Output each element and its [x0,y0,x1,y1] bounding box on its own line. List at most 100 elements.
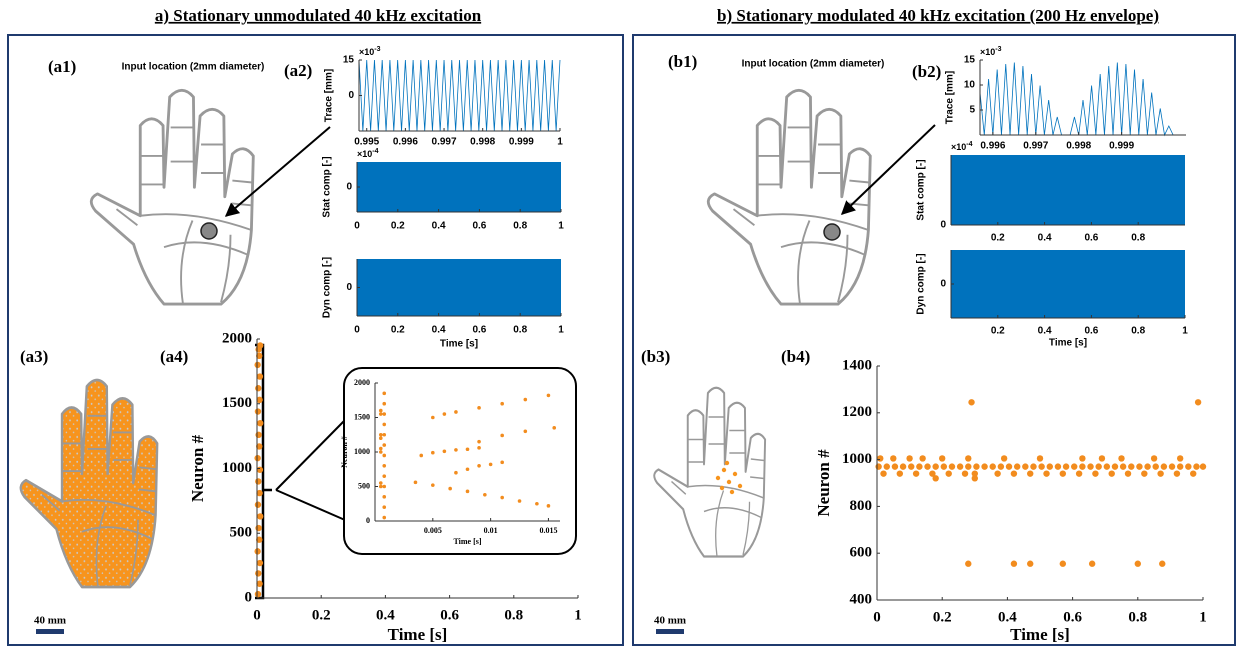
spike-point [524,398,528,402]
page: a) Stationary unmodulated 40 kHz excitat… [0,0,1239,648]
x-tick-label: 1 [557,137,563,148]
spike-point [535,502,539,506]
scale-bar [36,629,64,634]
section-title: a) Stationary unmodulated 40 kHz excitat… [155,6,482,25]
subplot: 000.20.40.60.81Dyn comp [-]Time [s] [322,257,565,350]
spike-point [1030,463,1036,469]
spike-point [968,399,974,405]
x-tick-label: 0.6 [1084,233,1098,244]
spike-point [932,475,938,481]
x-tick-label: 0.995 [354,137,379,148]
spike-point [382,495,386,499]
x-tick-label: 0.8 [513,325,527,336]
trace-line [359,60,560,131]
spike-point [1076,470,1082,476]
spike-point [443,450,447,454]
scale-bar [656,629,684,634]
spike-point [1095,463,1101,469]
y-tick-label: 1000 [222,460,252,476]
spike-point [431,483,435,487]
spike-point [382,474,386,478]
spike-point [379,447,383,451]
spike-point [880,470,886,476]
spike-point [431,451,435,455]
x-tick-label: 0.8 [1131,233,1145,244]
exponent-power: -3 [995,46,1001,53]
x-tick-label: 0.997 [1023,141,1048,152]
axis-exponent: ×10-3 [980,46,1002,58]
spike-point [1125,470,1131,476]
spike-point [454,471,458,475]
spike-point [1011,470,1017,476]
spike-point [419,454,423,458]
spike-point [1185,463,1191,469]
spike-point [255,432,261,438]
spike-point [382,516,386,520]
spike-point [916,463,922,469]
x-tick-label: 0.2 [933,609,952,625]
exponent-base: ×10 [951,142,966,152]
spike-point [477,464,481,468]
spike-point [454,410,458,414]
x-tick-label: 1 [1182,326,1188,337]
y-tick-label: 0 [348,90,354,101]
signal-band [357,162,561,212]
spike-point [1177,463,1183,469]
signal-band [357,259,561,316]
spike-point [379,433,383,437]
y-axis-label: Dyn comp [-] [916,253,927,314]
spike-point [379,485,383,489]
section-title: b) Stationary modulated 40 kHz excitatio… [717,6,1159,25]
spike-point [255,502,261,508]
x-tick-label: 1 [1199,609,1207,625]
x-tick-label: 0.6 [472,221,486,232]
spike-point [1087,463,1093,469]
spike-point [382,412,386,416]
input-location [824,224,840,240]
scale-label: 40 mm [654,615,686,627]
spike-point [1128,463,1134,469]
y-tick-label: 1400 [842,357,872,373]
spike-point [1089,561,1095,567]
y-axis-label: Trace [mm] [945,71,956,124]
spike-point [1120,463,1126,469]
y-tick-label: 0 [346,182,352,193]
spike-point [1109,470,1115,476]
subplot: 00.20.40.60.8Stat comp [-]×10-4 [916,141,1185,244]
spike-point [454,448,458,452]
x-tick-label: 0.8 [504,607,523,623]
spike-point [1141,470,1147,476]
x-tick-label: 0.4 [432,221,446,232]
x-tick-label: 0.2 [312,607,331,623]
x-tick-label: 0.01 [484,526,498,535]
spike-point [924,463,930,469]
spike-point [1135,561,1141,567]
spike-point [255,591,261,597]
spike-point [1060,470,1066,476]
y-axis-label: Neuron # [340,436,349,468]
y-tick-label: 500 [230,525,253,541]
spike-point [255,570,261,576]
panel-label: (b3) [641,347,670,366]
spike-point [257,513,263,519]
spike-point [965,455,971,461]
spike-point [382,454,386,458]
spike-point [1195,399,1201,405]
spike-point [255,408,261,414]
x-tick-label: 0.8 [513,221,527,232]
spike-point [906,455,912,461]
y-axis-label: Neuron # [188,434,207,502]
y-tick-label: 1500 [354,412,370,421]
x-axis-label: Time [s] [388,625,448,644]
spike-point [466,467,470,471]
exponent-power: -4 [372,148,378,155]
y-axis-label: Stat comp [-] [916,159,927,220]
x-tick-label: 0.4 [1038,233,1052,244]
y-tick-label: 1500 [222,395,252,411]
y-tick-label: 2000 [222,330,252,346]
spike-point [379,436,383,440]
spike-point [1001,455,1007,461]
x-tick-label: 0.6 [440,607,459,623]
x-tick-label: 0.8 [1128,609,1147,625]
y-tick-label: 500 [358,481,370,490]
